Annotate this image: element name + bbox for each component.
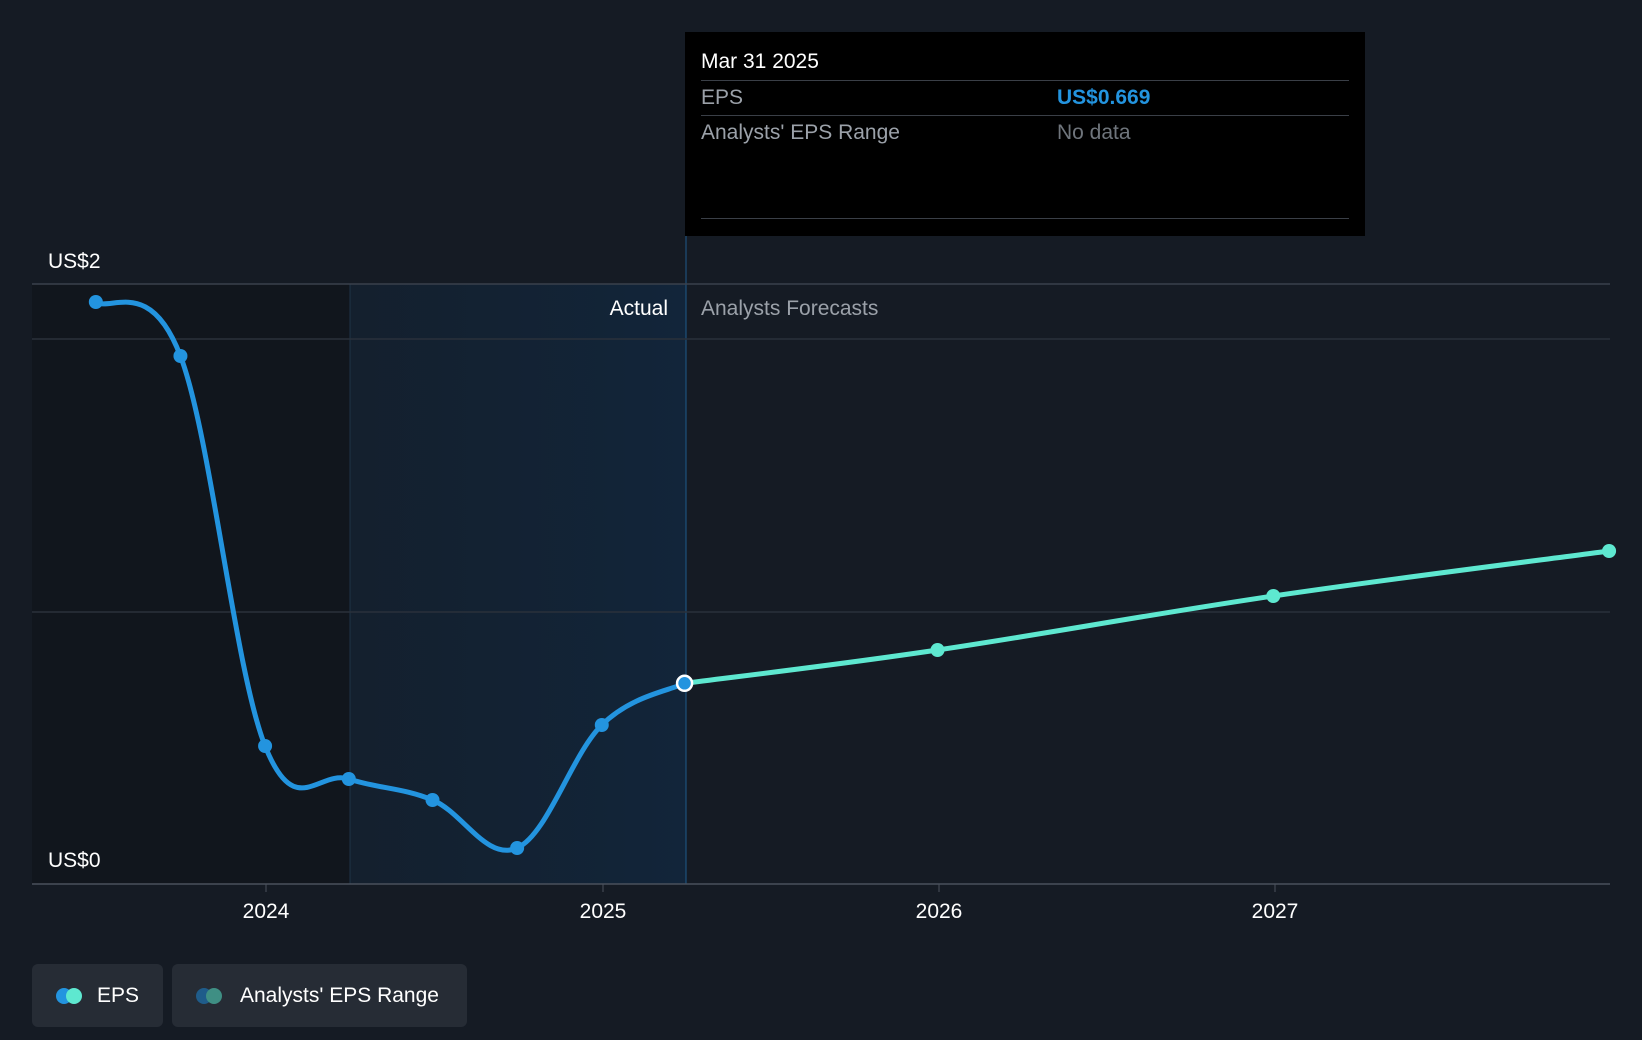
legend-item-eps-range[interactable]: Analysts' EPS Range <box>172 964 467 1027</box>
tooltip-eps-value: US$0.669 <box>1057 86 1151 109</box>
legend-range-dots-icon <box>196 987 228 1004</box>
data-point-actual[interactable] <box>594 718 609 732</box>
actual-highlight-region <box>350 284 686 884</box>
data-point-actual[interactable] <box>88 295 103 309</box>
legend-eps-dot-forecast <box>66 987 82 1004</box>
x-tick-label: 2024 <box>243 900 290 923</box>
series-line-forecast <box>682 548 1612 686</box>
tooltip-row-range: Analysts' EPS Range No data <box>701 116 1349 148</box>
tooltip: Mar 31 2025 EPS US$0.669 Analysts' EPS R… <box>685 32 1365 236</box>
tooltip-range-label: Analysts' EPS Range <box>701 121 900 144</box>
x-tick-label: 2025 <box>580 900 627 923</box>
data-point-actual[interactable] <box>341 772 356 786</box>
past-region <box>32 284 350 884</box>
data-point-actual[interactable] <box>510 841 525 855</box>
data-point-actual[interactable] <box>258 739 273 753</box>
x-tick-label: 2026 <box>916 900 963 923</box>
data-point-actual[interactable] <box>173 349 188 363</box>
tooltip-divider <box>701 218 1349 219</box>
data-point-forecast[interactable] <box>930 643 945 657</box>
legend-range-dot-high <box>206 987 222 1004</box>
actual-section-label: Actual <box>610 297 668 320</box>
legend-eps-dots-icon <box>56 987 85 1004</box>
legend-range-label: Analysts' EPS Range <box>240 983 439 1007</box>
tooltip-date: Mar 31 2025 <box>701 46 1349 81</box>
x-axis-ticks: 2024 2025 2026 2027 <box>243 884 1299 923</box>
legend: EPS Analysts' EPS Range <box>32 964 467 1027</box>
tooltip-eps-label: EPS <box>701 86 744 109</box>
x-tick-label: 2027 <box>1252 900 1299 923</box>
series-layer <box>88 295 1617 855</box>
tooltip-range-value: No data <box>1057 121 1131 144</box>
forecast-section-label: Analysts Forecasts <box>701 297 878 320</box>
highlighted-data-point[interactable] <box>675 674 694 693</box>
legend-item-eps[interactable]: EPS <box>32 964 163 1027</box>
y-axis-label-bottom: US$0 <box>48 849 101 872</box>
data-point-forecast[interactable] <box>1266 589 1281 603</box>
data-point-actual[interactable] <box>425 793 440 807</box>
y-axis-label-top: US$2 <box>48 250 101 273</box>
data-point-forecast[interactable] <box>1602 544 1617 558</box>
legend-eps-label: EPS <box>96 983 139 1007</box>
tooltip-row-eps: EPS US$0.669 <box>701 81 1349 116</box>
